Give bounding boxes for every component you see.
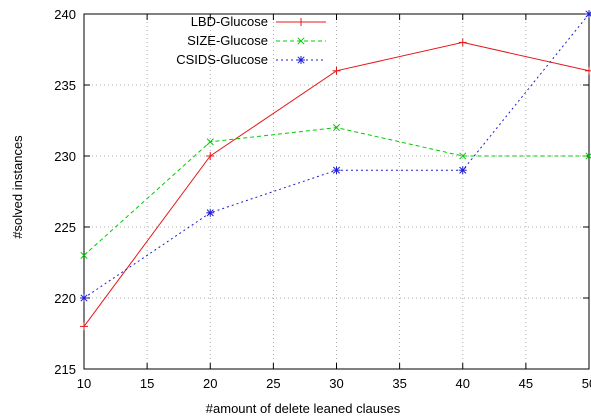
legend-marker-1 — [297, 18, 305, 26]
axes: 10 15 20 25 30 35 40 45 50 215 220 225 230 235 240 — [54, 7, 591, 391]
grid — [84, 14, 589, 369]
data-point-3 — [458, 166, 467, 175]
data-point-3 — [332, 166, 341, 175]
x-tick-label: 50 — [582, 376, 591, 391]
y-tick-label: 235 — [54, 78, 76, 93]
legend-label-2: SIZE-Glucose — [187, 33, 268, 48]
data-point-1 — [458, 38, 467, 47]
data-point-2 — [459, 152, 467, 160]
legend-label-1: LBD-Glucose — [191, 14, 268, 29]
series — [80, 10, 591, 331]
y-axis-label: #solved instances — [10, 135, 25, 239]
x-tick-label: 40 — [456, 376, 470, 391]
x-tick-label: 10 — [77, 376, 91, 391]
y-tick-label: 220 — [54, 291, 76, 306]
x-tick-label: 15 — [140, 376, 154, 391]
data-point-2 — [585, 152, 591, 160]
data-point-2 — [206, 138, 214, 146]
legend-marker-3 — [297, 56, 305, 64]
data-point-3 — [585, 10, 591, 18]
legend-marker-2 — [297, 37, 305, 45]
data-point-3 — [206, 208, 215, 217]
data-point-2 — [80, 251, 88, 259]
y-tick-label: 215 — [54, 362, 76, 377]
x-axis-label: #amount of delete leaned clauses — [206, 401, 401, 416]
data-point-3 — [80, 294, 88, 302]
data-point-1 — [585, 66, 591, 75]
x-tick-label: 45 — [519, 376, 533, 391]
x-tick-label: 20 — [203, 376, 217, 391]
data-point-2 — [332, 124, 341, 132]
x-tick-label: 25 — [266, 376, 280, 391]
data-point-1 — [80, 322, 88, 331]
x-tick-label: 30 — [329, 376, 343, 391]
y-tick-label: 225 — [54, 220, 76, 235]
y-tick-label: 230 — [54, 149, 76, 164]
y-tick-label: 240 — [54, 7, 76, 22]
data-point-1 — [332, 66, 341, 75]
legend-label-3: CSIDS-Glucose — [176, 52, 268, 67]
x-tick-label: 35 — [392, 376, 406, 391]
legend: LBD-Glucose SIZE-Glucose CSIDS-Glucose — [176, 14, 326, 67]
data-point-1 — [206, 152, 215, 160]
